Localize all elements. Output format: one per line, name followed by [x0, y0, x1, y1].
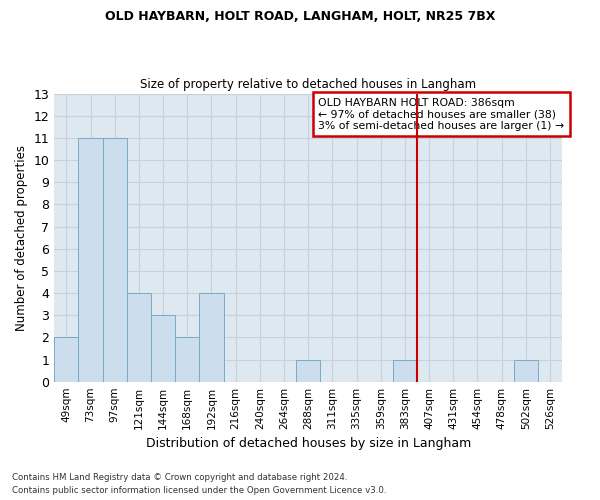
Bar: [296, 360, 320, 382]
Bar: [103, 138, 127, 382]
Bar: [127, 293, 151, 382]
Bar: [79, 138, 103, 382]
Bar: [199, 293, 224, 382]
Y-axis label: Number of detached properties: Number of detached properties: [15, 144, 28, 330]
Text: OLD HAYBARN, HOLT ROAD, LANGHAM, HOLT, NR25 7BX: OLD HAYBARN, HOLT ROAD, LANGHAM, HOLT, N…: [105, 10, 495, 23]
X-axis label: Distribution of detached houses by size in Langham: Distribution of detached houses by size …: [146, 437, 471, 450]
Bar: [514, 360, 538, 382]
Bar: [175, 338, 199, 382]
Bar: [54, 338, 79, 382]
Text: OLD HAYBARN HOLT ROAD: 386sqm
← 97% of detached houses are smaller (38)
3% of se: OLD HAYBARN HOLT ROAD: 386sqm ← 97% of d…: [319, 98, 565, 131]
Title: Size of property relative to detached houses in Langham: Size of property relative to detached ho…: [140, 78, 476, 91]
Bar: [393, 360, 417, 382]
Bar: [151, 315, 175, 382]
Text: Contains HM Land Registry data © Crown copyright and database right 2024.
Contai: Contains HM Land Registry data © Crown c…: [12, 474, 386, 495]
